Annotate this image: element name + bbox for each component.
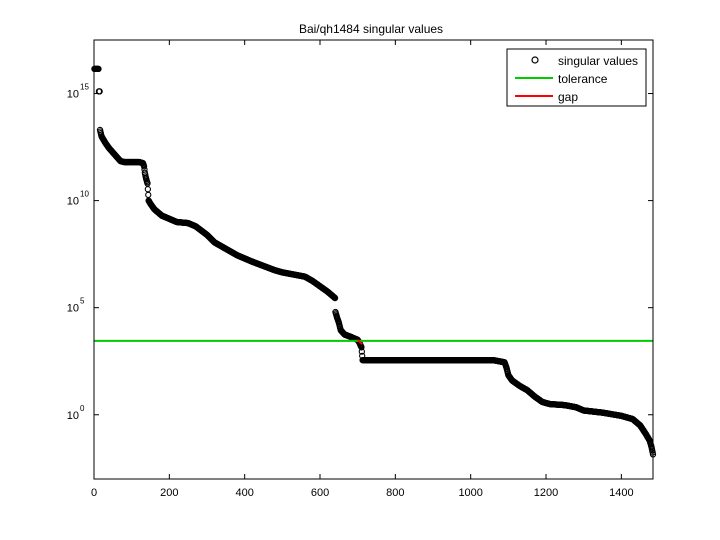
singular-value-point <box>331 294 339 302</box>
y-tick-label-exponent: 10 <box>80 190 89 199</box>
x-tick-label: 0 <box>91 487 97 499</box>
y-tick-label-base: 10 <box>67 303 79 315</box>
y-tick-label: 100 <box>67 404 85 422</box>
x-tick-label: 400 <box>235 487 253 499</box>
legend-label-tolerance: tolerance <box>558 72 608 86</box>
plot-frame <box>93 39 654 480</box>
singular-value-point <box>95 65 102 73</box>
y-tick-label-exponent: 5 <box>80 297 85 306</box>
x-tick-label: 200 <box>160 487 178 499</box>
x-tick-label: 1400 <box>609 487 633 499</box>
y-tick-label-base: 10 <box>67 196 79 208</box>
y-tick-label: 105 <box>67 297 85 315</box>
x-tick-label: 1000 <box>458 487 482 499</box>
singular-value-point <box>358 348 365 355</box>
y-tick-label-base: 10 <box>67 89 79 101</box>
gap-line <box>356 339 363 345</box>
legend: singular values tolerance gap <box>506 48 647 107</box>
singular-value-point <box>96 88 103 95</box>
legend-label-singular-values: singular values <box>558 54 638 68</box>
y-tick-label-exponent: 0 <box>80 404 85 413</box>
singular-values-series <box>91 65 657 458</box>
legend-label-gap: gap <box>558 90 578 104</box>
y-tick-label-exponent: 15 <box>80 83 89 92</box>
data-layer <box>91 65 657 458</box>
legend-circle-marker-icon <box>531 56 539 64</box>
x-tick-label: 800 <box>386 487 404 499</box>
x-tick-label: 600 <box>311 487 329 499</box>
chart-title: Bai/qh1484 singular values <box>299 22 443 36</box>
y-tick-label-base: 10 <box>67 410 79 422</box>
x-tick-label: 1200 <box>534 487 558 499</box>
singular-value-point <box>140 163 148 170</box>
